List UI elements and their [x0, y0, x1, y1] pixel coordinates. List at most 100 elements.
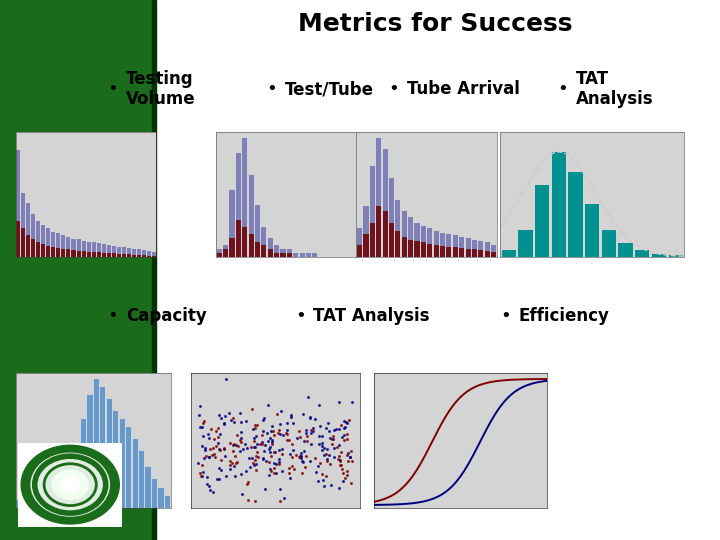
Point: [207, 488, 218, 496]
Point: [195, 471, 207, 480]
Bar: [66, 249, 71, 256]
Point: [202, 429, 214, 438]
Bar: [485, 242, 490, 256]
Point: [225, 415, 237, 424]
Point: [265, 467, 276, 475]
Point: [337, 476, 348, 485]
Bar: [376, 138, 382, 256]
Point: [341, 467, 353, 475]
Point: [323, 418, 334, 427]
Point: [327, 440, 338, 448]
Text: •: •: [389, 80, 399, 98]
Point: [196, 461, 207, 469]
Point: [248, 434, 259, 442]
Bar: [261, 227, 266, 256]
Bar: [27, 235, 30, 256]
Point: [274, 460, 285, 468]
Bar: [478, 251, 483, 256]
Point: [269, 448, 281, 456]
Bar: [142, 250, 145, 256]
Bar: [395, 231, 400, 256]
Point: [243, 454, 254, 463]
Point: [330, 424, 342, 433]
Bar: [117, 247, 121, 256]
Bar: [49, 496, 54, 508]
Point: [336, 448, 347, 456]
Point: [244, 462, 256, 471]
Point: [198, 431, 210, 440]
Bar: [453, 235, 458, 256]
Point: [194, 469, 205, 477]
Point: [293, 427, 305, 435]
Bar: [382, 150, 387, 256]
Point: [335, 456, 346, 465]
Bar: [75, 447, 80, 508]
Bar: [274, 245, 279, 256]
Point: [338, 417, 350, 426]
Point: [313, 432, 325, 441]
Point: [327, 435, 338, 443]
Point: [333, 451, 344, 460]
Bar: [81, 251, 86, 256]
Point: [301, 431, 312, 440]
Point: [218, 443, 230, 452]
Bar: [235, 220, 241, 256]
Bar: [17, 150, 20, 256]
Point: [219, 452, 230, 461]
Bar: [427, 228, 432, 256]
Bar: [127, 248, 130, 256]
Point: [309, 415, 320, 423]
Point: [312, 462, 323, 471]
Bar: [491, 252, 496, 256]
Point: [293, 453, 305, 461]
Point: [309, 454, 320, 463]
Point: [289, 464, 300, 473]
Bar: [147, 251, 150, 256]
Bar: [132, 249, 135, 256]
Bar: [71, 239, 76, 256]
Point: [207, 443, 219, 452]
Bar: [56, 233, 60, 256]
Point: [201, 480, 212, 488]
Point: [259, 484, 271, 493]
Point: [219, 419, 230, 428]
Point: [294, 433, 306, 441]
Bar: [22, 228, 25, 256]
Bar: [281, 253, 286, 256]
Point: [298, 447, 310, 456]
Point: [261, 429, 273, 437]
Point: [230, 459, 242, 468]
Point: [294, 448, 306, 457]
Point: [286, 413, 297, 421]
Bar: [248, 175, 253, 256]
Point: [224, 461, 235, 469]
Bar: [71, 250, 76, 256]
Point: [256, 438, 268, 447]
Bar: [652, 254, 666, 256]
Point: [328, 426, 340, 434]
Bar: [81, 419, 86, 508]
Text: •: •: [108, 307, 118, 325]
Point: [234, 447, 246, 455]
Bar: [46, 246, 50, 256]
Point: [215, 414, 227, 423]
Point: [297, 409, 308, 418]
Point: [283, 469, 294, 477]
Point: [336, 465, 348, 474]
Point: [258, 447, 269, 455]
Point: [246, 454, 257, 462]
Bar: [602, 231, 616, 256]
Point: [346, 447, 357, 456]
Point: [210, 427, 222, 435]
Point: [266, 436, 278, 444]
Point: [240, 467, 252, 475]
Bar: [137, 249, 140, 256]
Point: [228, 462, 240, 470]
Point: [304, 414, 315, 422]
Point: [333, 424, 345, 433]
Point: [301, 429, 312, 438]
Bar: [459, 248, 464, 256]
Point: [302, 393, 314, 401]
Bar: [230, 238, 235, 256]
Point: [265, 427, 276, 436]
